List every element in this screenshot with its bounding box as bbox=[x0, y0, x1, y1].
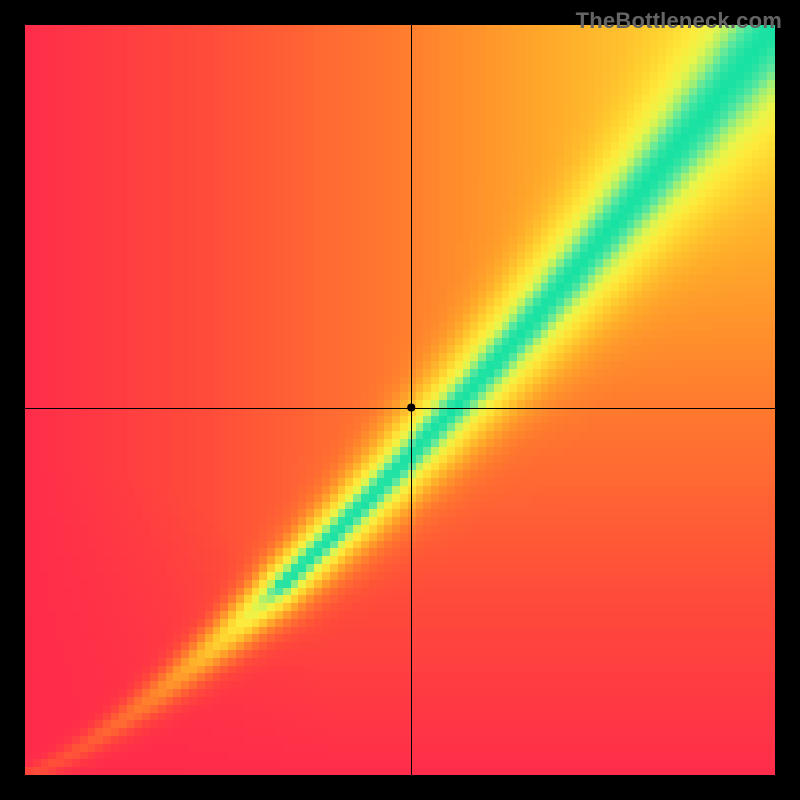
watermark-text: TheBottleneck.com bbox=[576, 8, 782, 34]
chart-frame: TheBottleneck.com bbox=[0, 0, 800, 800]
bottleneck-heatmap bbox=[0, 0, 800, 800]
